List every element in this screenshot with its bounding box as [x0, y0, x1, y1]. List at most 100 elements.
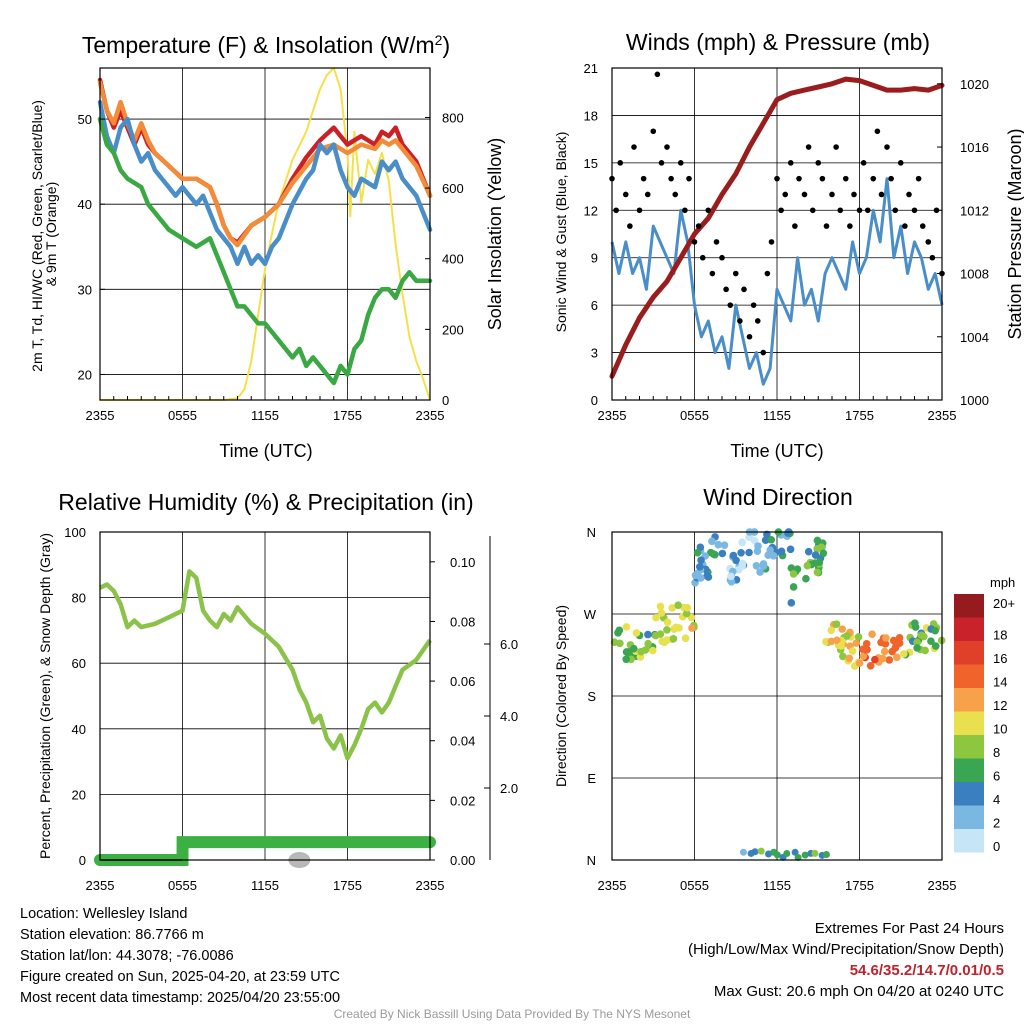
wind-direction-point [859, 652, 868, 660]
gust-point [897, 160, 904, 166]
wind-ytick-label: 12 [584, 203, 598, 218]
legend-label: 4 [993, 792, 1000, 807]
legend-label: 10 [993, 722, 1007, 737]
dir-xtick-label: 2355 [928, 878, 957, 893]
pressure-ytick-label: 1008 [960, 267, 989, 282]
gust-point [672, 191, 679, 198]
gust-point [884, 144, 890, 150]
gust-point [737, 318, 743, 324]
wind-direction-point [911, 619, 919, 627]
gust-point [658, 160, 665, 166]
winds-plot-frame [611, 67, 943, 401]
rh-ytick-label: 40 [72, 722, 86, 737]
pressure-ylabel: Station Pressure (Maroon) [1005, 128, 1024, 339]
temp-ytick-label: 30 [78, 282, 92, 297]
temp-xtick-label: 1155 [251, 408, 279, 423]
wind-direction-point [854, 633, 863, 641]
wind-direction-point [871, 655, 879, 664]
wind-ytick-label: 0 [591, 393, 598, 408]
dewpoint-line [97, 116, 433, 386]
legend-label: 16 [993, 651, 1007, 666]
gust-point [915, 175, 922, 182]
legend-swatch [954, 735, 984, 759]
temperature-plot-frame [99, 67, 431, 401]
wind-direction-point [803, 561, 812, 570]
gust-point [682, 207, 688, 214]
precip-ytick-label: 0.06 [450, 674, 475, 689]
precip-ytick-label: 0.04 [450, 734, 475, 749]
gust-point [695, 223, 702, 229]
gust-point [847, 223, 853, 229]
wind-direction-point [899, 650, 908, 658]
station-location: Location: Wellesley Island [20, 906, 188, 922]
legend-swatch [954, 711, 984, 735]
legend-swatch [954, 641, 984, 665]
insolation-ytick-label: 600 [442, 181, 464, 196]
wind-direction-point [804, 547, 813, 556]
wind-ytick-label: 18 [584, 108, 598, 123]
wind-direction-point [832, 620, 841, 628]
humidity-title: Relative Humidity (%) & Precipitation (i… [58, 489, 473, 515]
temp-ytick-label: 40 [78, 197, 92, 212]
wind-direction-point [720, 541, 729, 549]
wind-direction-point [757, 847, 765, 855]
sonic-wind-line [610, 177, 944, 386]
wind-direction-point [822, 850, 830, 858]
gust-point [919, 223, 926, 229]
rh-xtick-label: 1755 [333, 878, 362, 893]
temperature-panel: Temperature (F) & Insolation (W/m2) 2355… [29, 32, 505, 461]
wind-direction-point [794, 854, 802, 862]
dir-xtick-label: 1755 [845, 878, 874, 893]
wind-direction-point [927, 637, 935, 646]
wind-direction-point [718, 549, 727, 558]
wind-direction-point [827, 626, 836, 635]
gust-point [815, 160, 822, 166]
gust-point [892, 207, 899, 214]
legend-label: 12 [993, 698, 1007, 713]
extremes-subheading: (High/Low/Max Wind/Precipitation/Snow De… [688, 941, 1004, 958]
wind-direction-point [737, 548, 745, 557]
wind-direction-point [766, 546, 774, 554]
dir-ytick-label: E [587, 771, 596, 786]
wind-direction-point [817, 543, 826, 551]
gust-point [754, 318, 761, 324]
gust-point [654, 71, 661, 78]
wind-direction-point [738, 538, 747, 547]
extremes-values: 54.6/35.2/14.7/0.01/0.5 [849, 962, 1004, 979]
gust-point [774, 175, 780, 182]
rh-xtick-label: 2355 [86, 878, 115, 893]
wind-direction-point [644, 639, 652, 648]
dir-ytick-label: S [587, 689, 596, 704]
gust-point [911, 207, 918, 214]
wind-direction-point [674, 601, 682, 610]
rh-ytick-label: 60 [72, 656, 86, 671]
rh-ytick-label: 100 [64, 525, 86, 540]
gust-point [764, 270, 771, 277]
pressure-ytick-label: 1000 [960, 393, 989, 408]
wind-ytick-label: 15 [584, 156, 598, 171]
gust-point [668, 175, 674, 182]
gust-point [809, 207, 816, 214]
dir-ytick-label: N [587, 525, 596, 540]
legend-label: 8 [993, 745, 1000, 760]
wind-direction-point [862, 640, 871, 648]
wind-direction-point [632, 629, 641, 637]
wind-direction-point [738, 559, 747, 568]
legend-swatch [954, 758, 984, 782]
wind-direction-point [913, 638, 921, 647]
gust-point [617, 160, 624, 166]
gust-point [782, 191, 789, 198]
credit-line: Created By Nick Bassill Using Data Provi… [333, 1007, 691, 1021]
wind-direction-point [882, 634, 890, 642]
wind-direction-point [756, 568, 764, 576]
wind-direction-point [862, 646, 870, 654]
temp-xtick-label: 2355 [416, 408, 445, 423]
precip-ytick-label: 0.08 [450, 614, 475, 629]
extremes-box: Extremes For Past 24 Hours (High/Low/Max… [688, 918, 1004, 1002]
wind-ytick-label: 6 [591, 298, 598, 313]
gust-point [727, 302, 734, 308]
dir-xtick-label: 1155 [763, 878, 791, 893]
wind-direction-point [839, 652, 847, 661]
station-info: Location: Wellesley Island Station eleva… [20, 904, 340, 1009]
